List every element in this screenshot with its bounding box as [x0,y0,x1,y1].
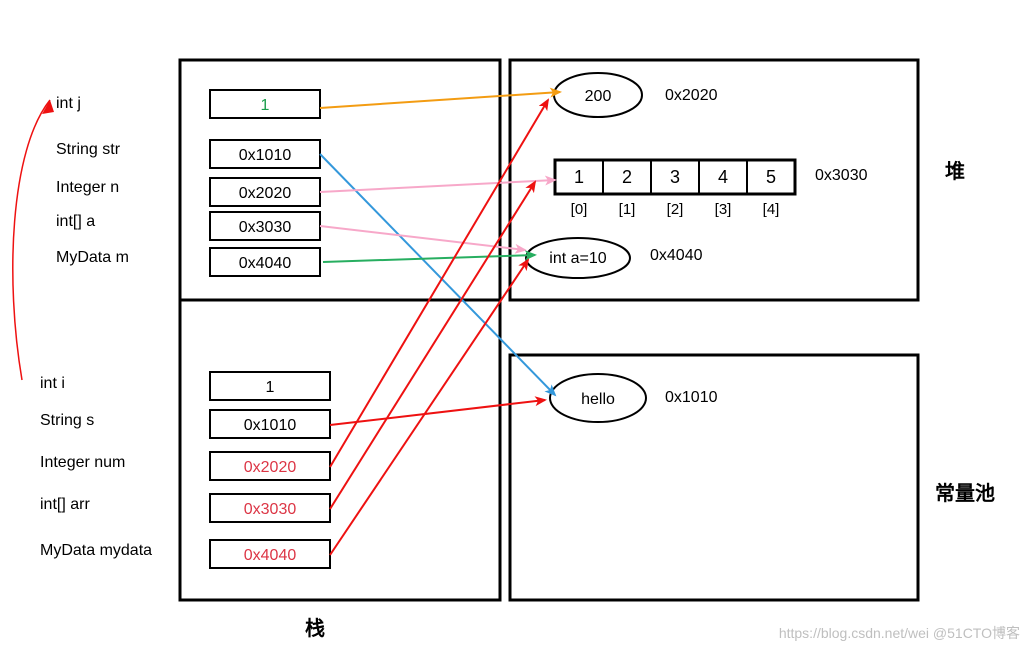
stack-bottom-var: int[] arr [40,496,90,513]
stack-bottom-var: Integer num [40,454,125,471]
arrow [320,92,560,108]
stack-cell-text: 0x1010 [239,147,292,164]
heap-array-addr: 0x3030 [815,167,868,184]
array-cell-text: 5 [766,167,776,187]
stack-cell-text: 0x4040 [239,255,292,272]
array-index-text: [1] [619,201,636,218]
pool-hello-text: hello [581,391,615,408]
array-cell-text: 1 [574,167,584,187]
array-index-text: [4] [763,201,780,218]
stack-cell-text: 0x3030 [244,501,297,518]
stack-cell-text: 1 [261,97,270,114]
stack-bottom-var: int i [40,375,65,392]
array-index-text: [2] [667,201,684,218]
stack-top-var: Integer n [56,179,119,196]
array-cell-text: 2 [622,167,632,187]
pool-hello-addr: 0x1010 [665,389,718,406]
arrow [323,255,535,262]
arrows [320,92,560,555]
stack-cell-text: 1 [266,379,275,396]
stack-top-var: MyData m [56,249,129,266]
label-stack: 栈 [305,617,325,640]
heap-mydata-addr: 0x4040 [650,247,703,264]
stack-cell-text: 0x2020 [244,459,297,476]
stack-top-cells: 1 0x1010 0x2020 0x3030 0x4040 [210,90,320,276]
stack-bottom-var: MyData mydata [40,542,152,559]
stack-bottom-vars: int i String s Integer num int[] arr MyData … [40,375,152,559]
heap-obj-200-addr: 0x2020 [665,87,718,104]
heap-obj-200-text: 200 [585,88,612,105]
stack-frame-top [180,60,500,300]
arrow [330,260,528,555]
label-heap: 堆 [945,159,965,183]
array-cell-text: 3 [670,167,680,187]
stack-top-vars: int j String str Integer n int[] a MyData m [56,95,129,266]
label-pool: 常量池 [935,482,995,505]
stack-cell-text: 0x3030 [239,219,292,236]
array-index-text: [0] [571,201,588,218]
heap-array: 1 [0] 2 [1] 3 [2] 4 [3] 5 [4] [555,160,795,218]
stack-cell-text: 0x1010 [244,417,297,434]
watermark: https://blog.csdn.net/wei @51CTO博客 [779,625,1020,641]
stack-bottom-var: String s [40,412,94,429]
array-index-text: [3] [715,201,732,218]
arrow [320,180,555,192]
stack-cell-text: 0x2020 [239,185,292,202]
stack-top-var: int j [56,95,81,112]
stack-cell-text: 0x4040 [244,547,297,564]
stack-top-var: String str [56,141,121,158]
stack-bottom-cells: 1 0x1010 0x2020 0x3030 0x4040 [210,372,330,568]
array-cell-text: 4 [718,167,728,187]
curve-arrow [13,100,50,380]
stack-top-var: int[] a [56,213,95,230]
heap-mydata-text: int a=10 [549,250,606,267]
